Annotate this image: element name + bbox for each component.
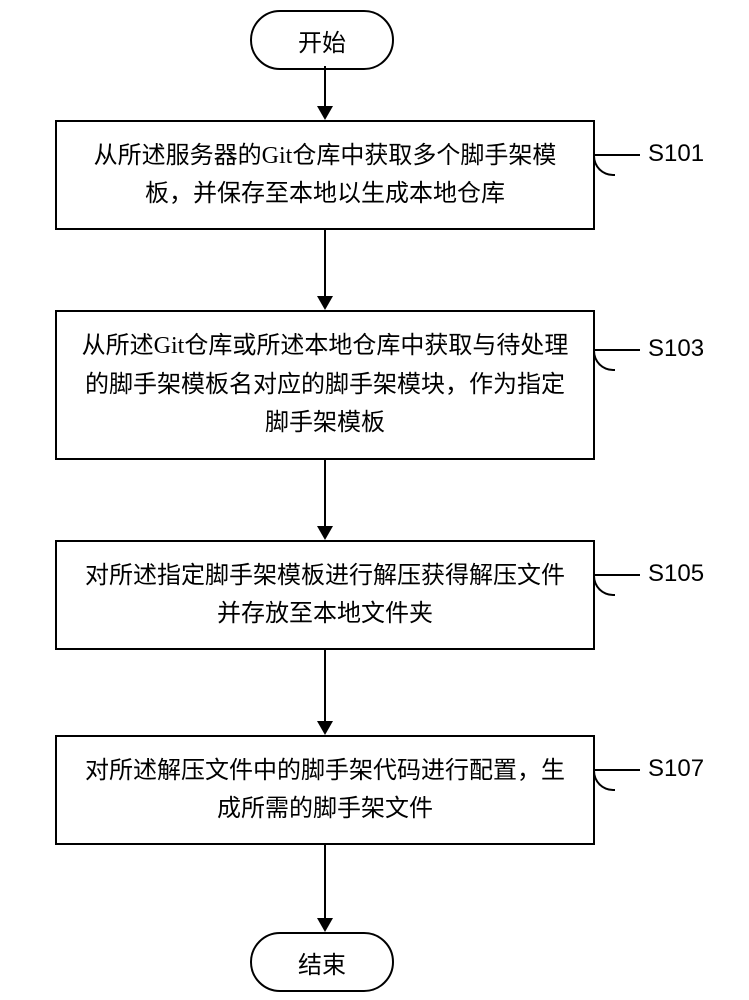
arrow-head bbox=[317, 296, 333, 310]
label-curve bbox=[593, 349, 615, 371]
process-node: 对所述指定脚手架模板进行解压获得解压文件并存放至本地文件夹 bbox=[55, 540, 595, 650]
step-label: S107 bbox=[648, 755, 704, 783]
process-node: 从所述Git仓库或所述本地仓库中获取与待处理的脚手架模板名对应的脚手架模块，作为… bbox=[55, 310, 595, 460]
process-node: 从所述服务器的Git仓库中获取多个脚手架模板，并保存至本地以生成本地仓库 bbox=[55, 120, 595, 230]
arrow-head bbox=[317, 106, 333, 120]
arrow-line bbox=[324, 845, 326, 918]
label-curve bbox=[593, 574, 615, 596]
step-label: S105 bbox=[648, 560, 704, 588]
label-curve bbox=[593, 769, 615, 791]
process-node: 对所述解压文件中的脚手架代码进行配置，生成所需的脚手架文件 bbox=[55, 735, 595, 845]
label-curve bbox=[593, 154, 615, 176]
arrow-line bbox=[324, 460, 326, 526]
step-label: S101 bbox=[648, 140, 704, 168]
arrow-head bbox=[317, 721, 333, 735]
arrow-head bbox=[317, 918, 333, 932]
arrow-head bbox=[317, 526, 333, 540]
arrow-line bbox=[324, 650, 326, 721]
terminal-node: 开始 bbox=[250, 10, 394, 70]
arrow-line bbox=[324, 230, 326, 296]
terminal-node: 结束 bbox=[250, 932, 394, 992]
step-label: S103 bbox=[648, 335, 704, 363]
arrow-line bbox=[324, 66, 326, 106]
